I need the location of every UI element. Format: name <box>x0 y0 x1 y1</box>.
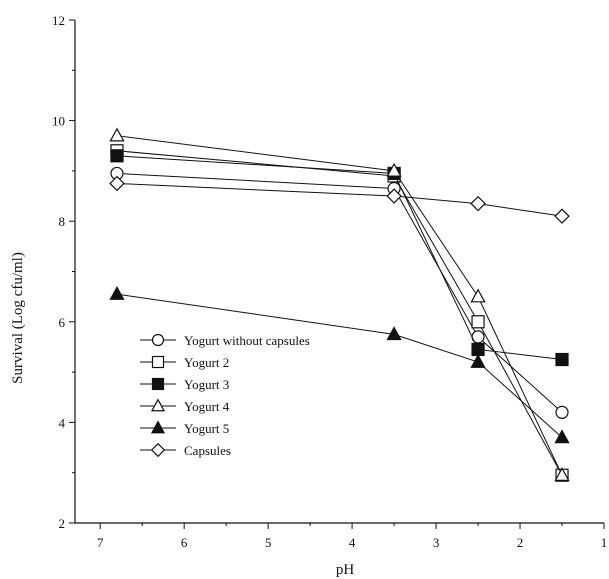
data-point <box>150 420 166 434</box>
data-point <box>150 398 166 412</box>
data-point <box>471 315 485 329</box>
legend-label: Yogurt without capsules <box>184 333 310 348</box>
x-axis-label: pH <box>336 562 355 578</box>
legend-entry: Yogurt 2 <box>140 355 229 370</box>
legend-entry: Capsules <box>140 442 231 458</box>
data-point <box>555 352 569 367</box>
series-line <box>116 150 563 476</box>
legend-label: Yogurt 3 <box>184 377 229 392</box>
data-point <box>470 195 486 212</box>
legend-entry: Yogurt 5 <box>140 420 229 436</box>
series-line <box>116 293 563 438</box>
data-point <box>386 162 402 177</box>
data-point <box>471 342 485 357</box>
x-tick-label: 1 <box>601 535 608 550</box>
series-6 <box>109 175 570 224</box>
series-line <box>116 155 563 361</box>
y-tick-label: 10 <box>52 114 65 129</box>
x-tick-label: 6 <box>181 535 188 550</box>
data-point <box>554 429 570 444</box>
data-point <box>110 149 124 163</box>
data-point <box>386 188 402 204</box>
series-line <box>116 182 563 217</box>
legend-entry: Yogurt 4 <box>140 398 230 414</box>
series-3 <box>110 149 569 367</box>
data-point <box>151 377 165 391</box>
legend-entry: Yogurt without capsules <box>140 333 310 348</box>
data-point <box>109 285 125 300</box>
y-axis-label: Survival (Log cfu/ml) <box>10 252 26 384</box>
y-tick-label: 12 <box>52 13 65 28</box>
data-point <box>554 208 570 224</box>
y-tick-label: 2 <box>59 516 66 531</box>
series-2 <box>110 144 569 482</box>
series-5 <box>109 285 570 444</box>
axes: 2 4 6 8 10 12 7 6 5 4 3 2 1 <box>52 13 607 550</box>
y-tick-label: 6 <box>59 315 66 330</box>
data-point <box>386 326 402 341</box>
legend: Yogurt without capsules Yogurt 2 Yogurt 3 Y… <box>140 333 310 458</box>
x-tick-label: 3 <box>433 535 440 550</box>
series-line <box>116 135 563 476</box>
data-point <box>150 442 166 458</box>
y-tick-label: 4 <box>59 415 66 430</box>
data-point <box>109 175 125 192</box>
legend-label: Capsules <box>184 443 231 458</box>
data-point <box>151 333 165 347</box>
x-tick-label: 5 <box>265 535 272 550</box>
data-point <box>554 467 570 481</box>
data-point <box>109 127 125 142</box>
x-tick-label: 4 <box>349 535 356 550</box>
y-tick-label: 8 <box>59 214 66 229</box>
data-point <box>151 355 165 369</box>
legend-entry: Yogurt 3 <box>140 377 229 392</box>
series-line <box>116 172 563 413</box>
x-tick-label: 2 <box>517 535 524 550</box>
legend-label: Yogurt 5 <box>184 421 229 436</box>
x-tick-label: 7 <box>97 535 104 550</box>
series-4 <box>109 127 570 481</box>
data-point <box>470 353 486 368</box>
legend-label: Yogurt 2 <box>184 355 229 370</box>
series-layer <box>109 127 570 482</box>
data-point <box>555 405 569 419</box>
data-point <box>470 288 486 303</box>
legend-label: Yogurt 4 <box>184 399 230 414</box>
